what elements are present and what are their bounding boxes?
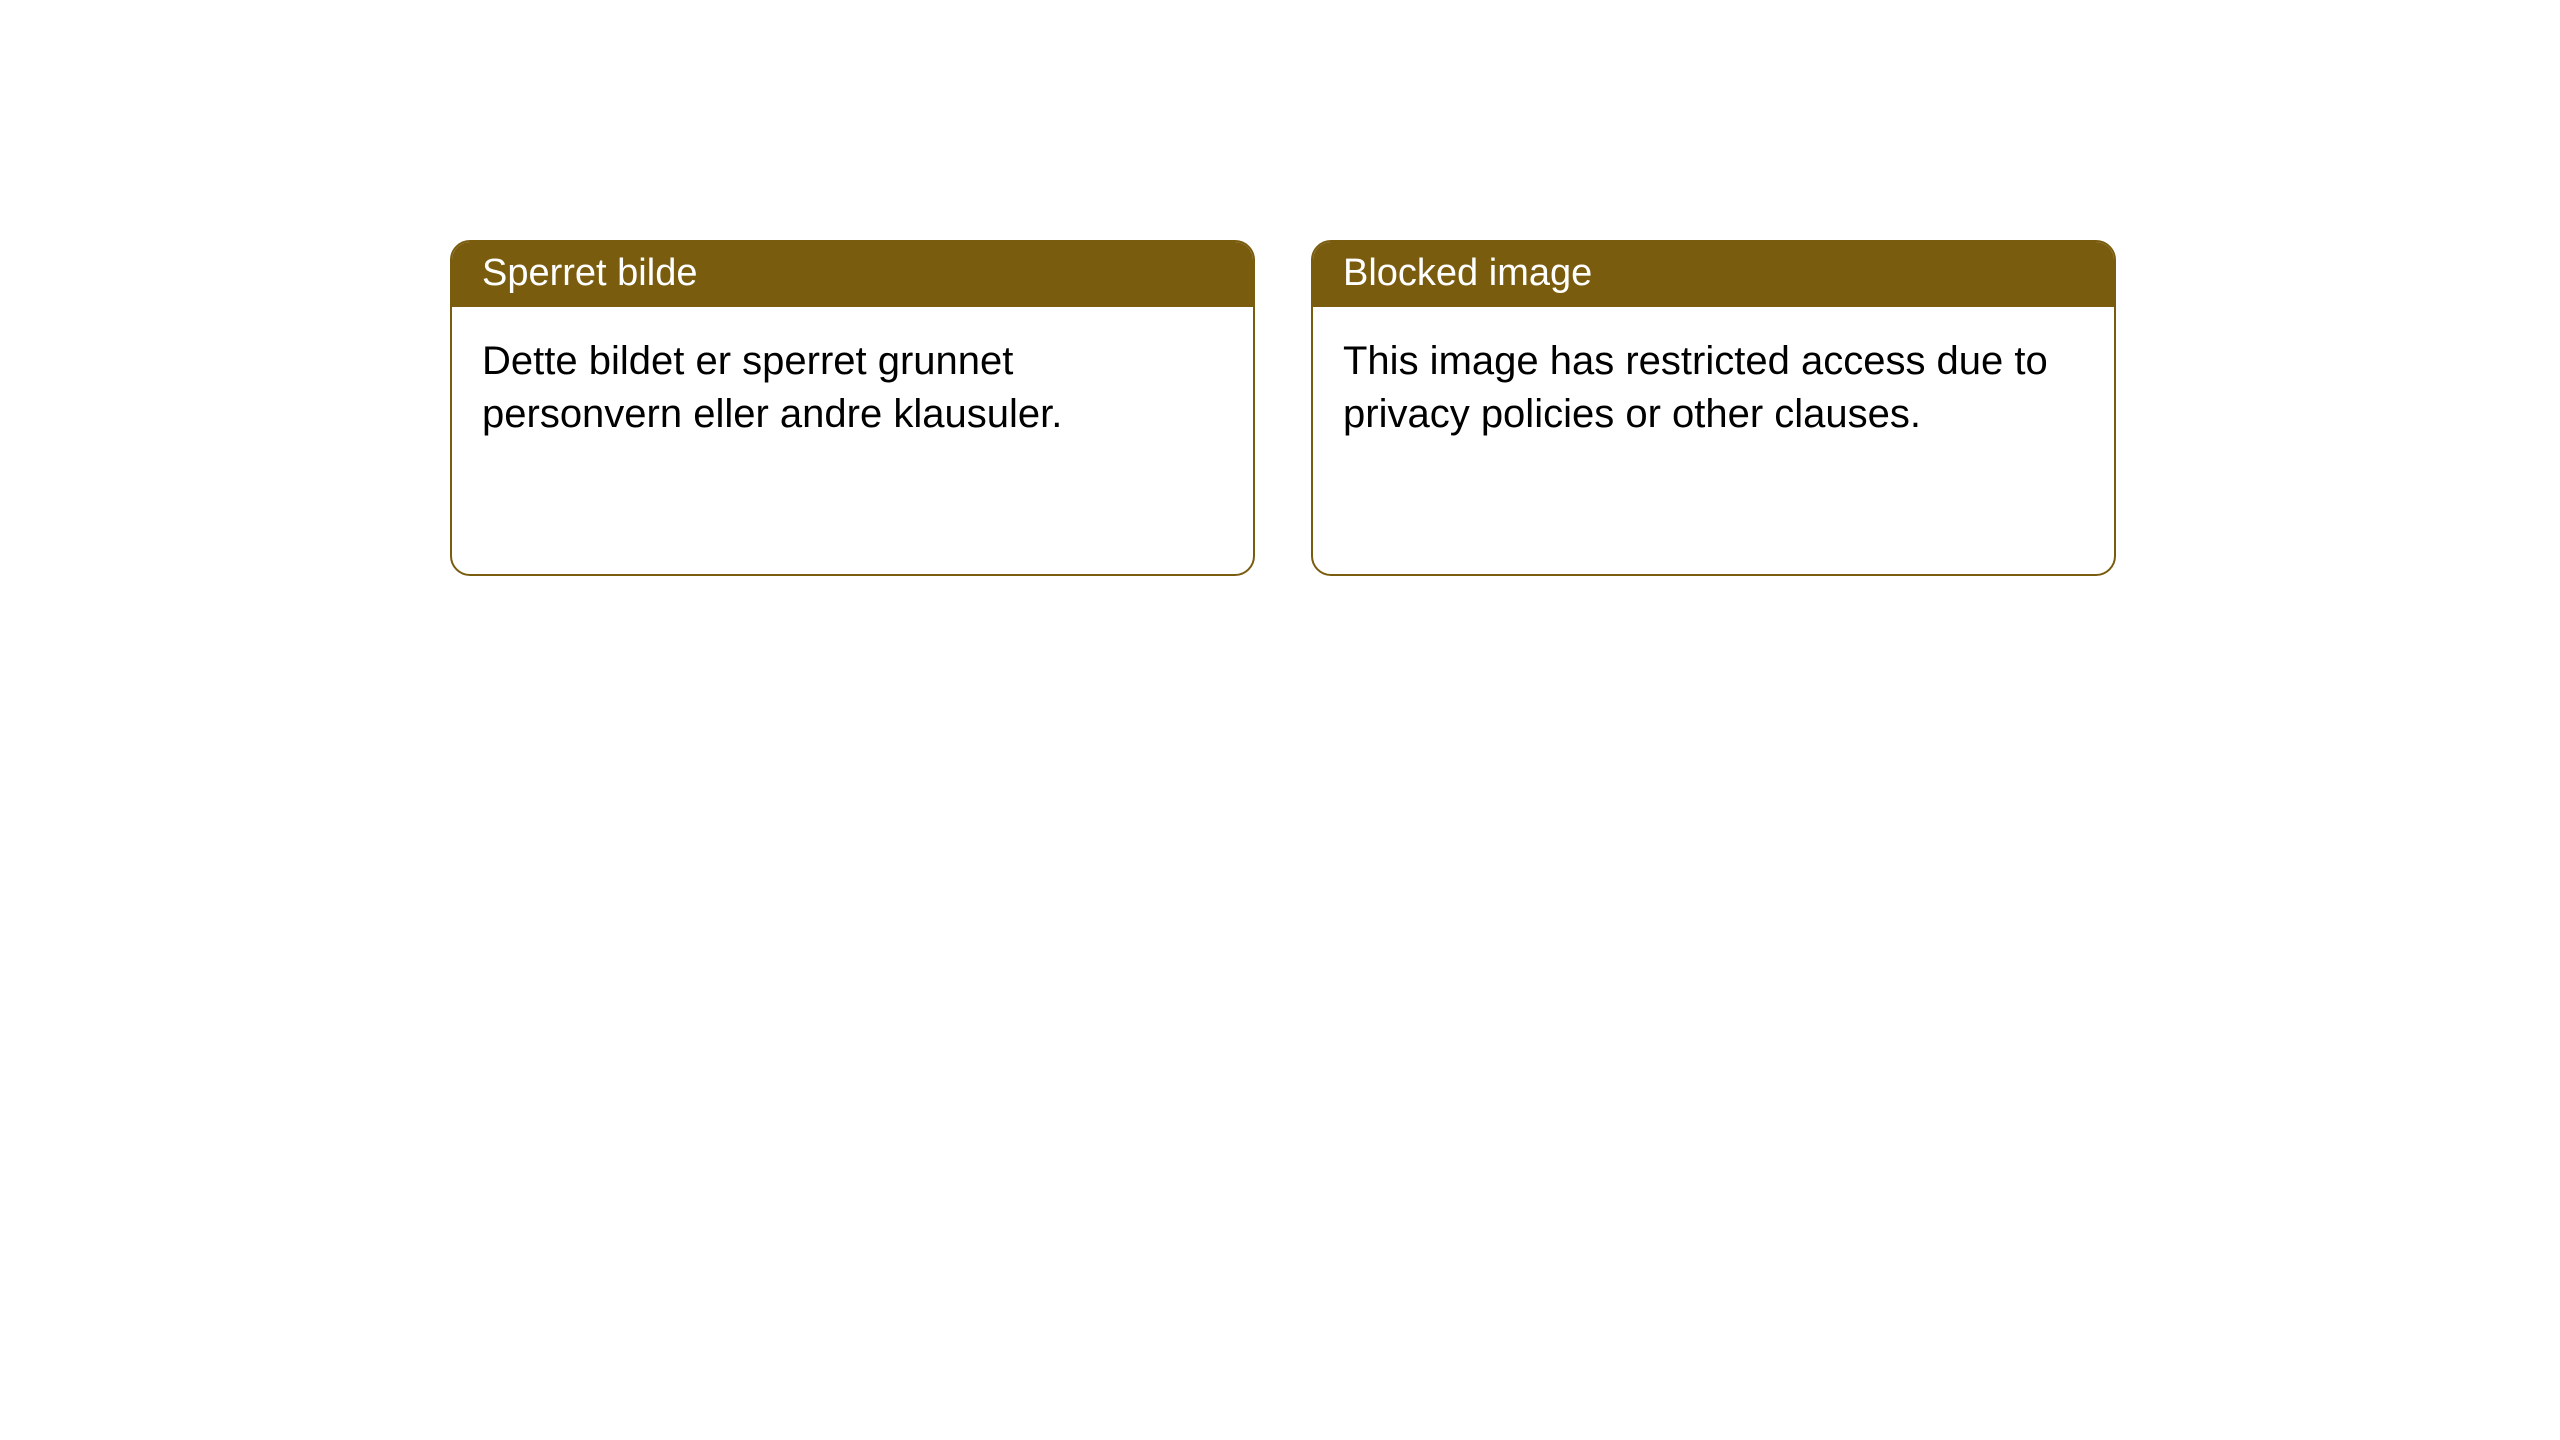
cards-container: Sperret bilde Dette bildet er sperret gr… xyxy=(0,0,2560,576)
blocked-image-card-no: Sperret bilde Dette bildet er sperret gr… xyxy=(450,240,1255,576)
card-header-en: Blocked image xyxy=(1313,242,2114,307)
card-header-no: Sperret bilde xyxy=(452,242,1253,307)
blocked-image-card-en: Blocked image This image has restricted … xyxy=(1311,240,2116,576)
card-body-en: This image has restricted access due to … xyxy=(1313,307,2114,469)
card-body-no: Dette bildet er sperret grunnet personve… xyxy=(452,307,1253,469)
